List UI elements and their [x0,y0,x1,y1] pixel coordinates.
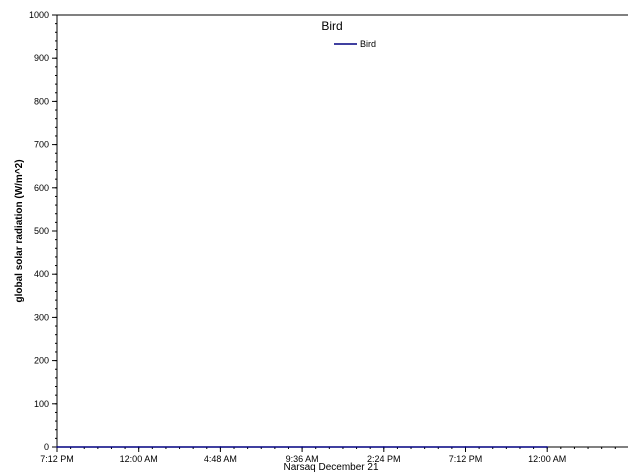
x-tick-label-2: 4:48 AM [204,454,237,464]
x-axis-label: Narsaq December 21 [283,462,378,473]
chart-title: Bird [321,19,342,33]
y-tick-label-9: 900 [34,53,49,63]
x-ticks: 7:12 PM 12:00 AM 4:48 AM 9:36 AM 2:24 PM 7:12… [40,447,566,464]
legend-label-bird: Bird [360,39,376,49]
x-tick-label-5: 7:12 PM [449,454,483,464]
y-tick-label-8: 800 [34,96,49,106]
series [56,446,548,448]
y-tick-label-7: 700 [34,140,49,150]
y-tick-label-2: 200 [34,356,49,366]
x-tick-label-4: 2:24 PM [367,454,401,464]
y-tick-label-4: 400 [34,269,49,279]
axes [56,14,628,448]
data-point [546,446,548,448]
x-tick-label-6: 12:00 AM [528,454,566,464]
data-point [137,446,140,448]
legend: Bird [334,39,376,49]
y-tick-label-10: 1000 [29,10,49,20]
y-tick-label-1: 100 [34,399,49,409]
y-minor-ticks [55,14,57,448]
x-tick-label-3: 9:36 AM [286,454,319,464]
y-tick-label-5: 500 [34,226,49,236]
data-point [464,446,467,448]
data-point [56,446,58,448]
y-tick-label-6: 600 [34,183,49,193]
x-tick-label-0: 7:12 PM [40,454,74,464]
data-point [219,446,222,448]
data-point [301,446,303,448]
data-point [383,446,385,448]
y-tick-label-0: 0 [44,442,49,452]
y-tick-label-3: 300 [34,312,49,322]
y-ticks: 0 100 200 300 400 500 600 700 800 900 1000 [29,10,57,452]
x-tick-label-1: 12:00 AM [120,454,158,464]
y-axis-label: global solar radiation (W/m^2) [14,159,25,302]
